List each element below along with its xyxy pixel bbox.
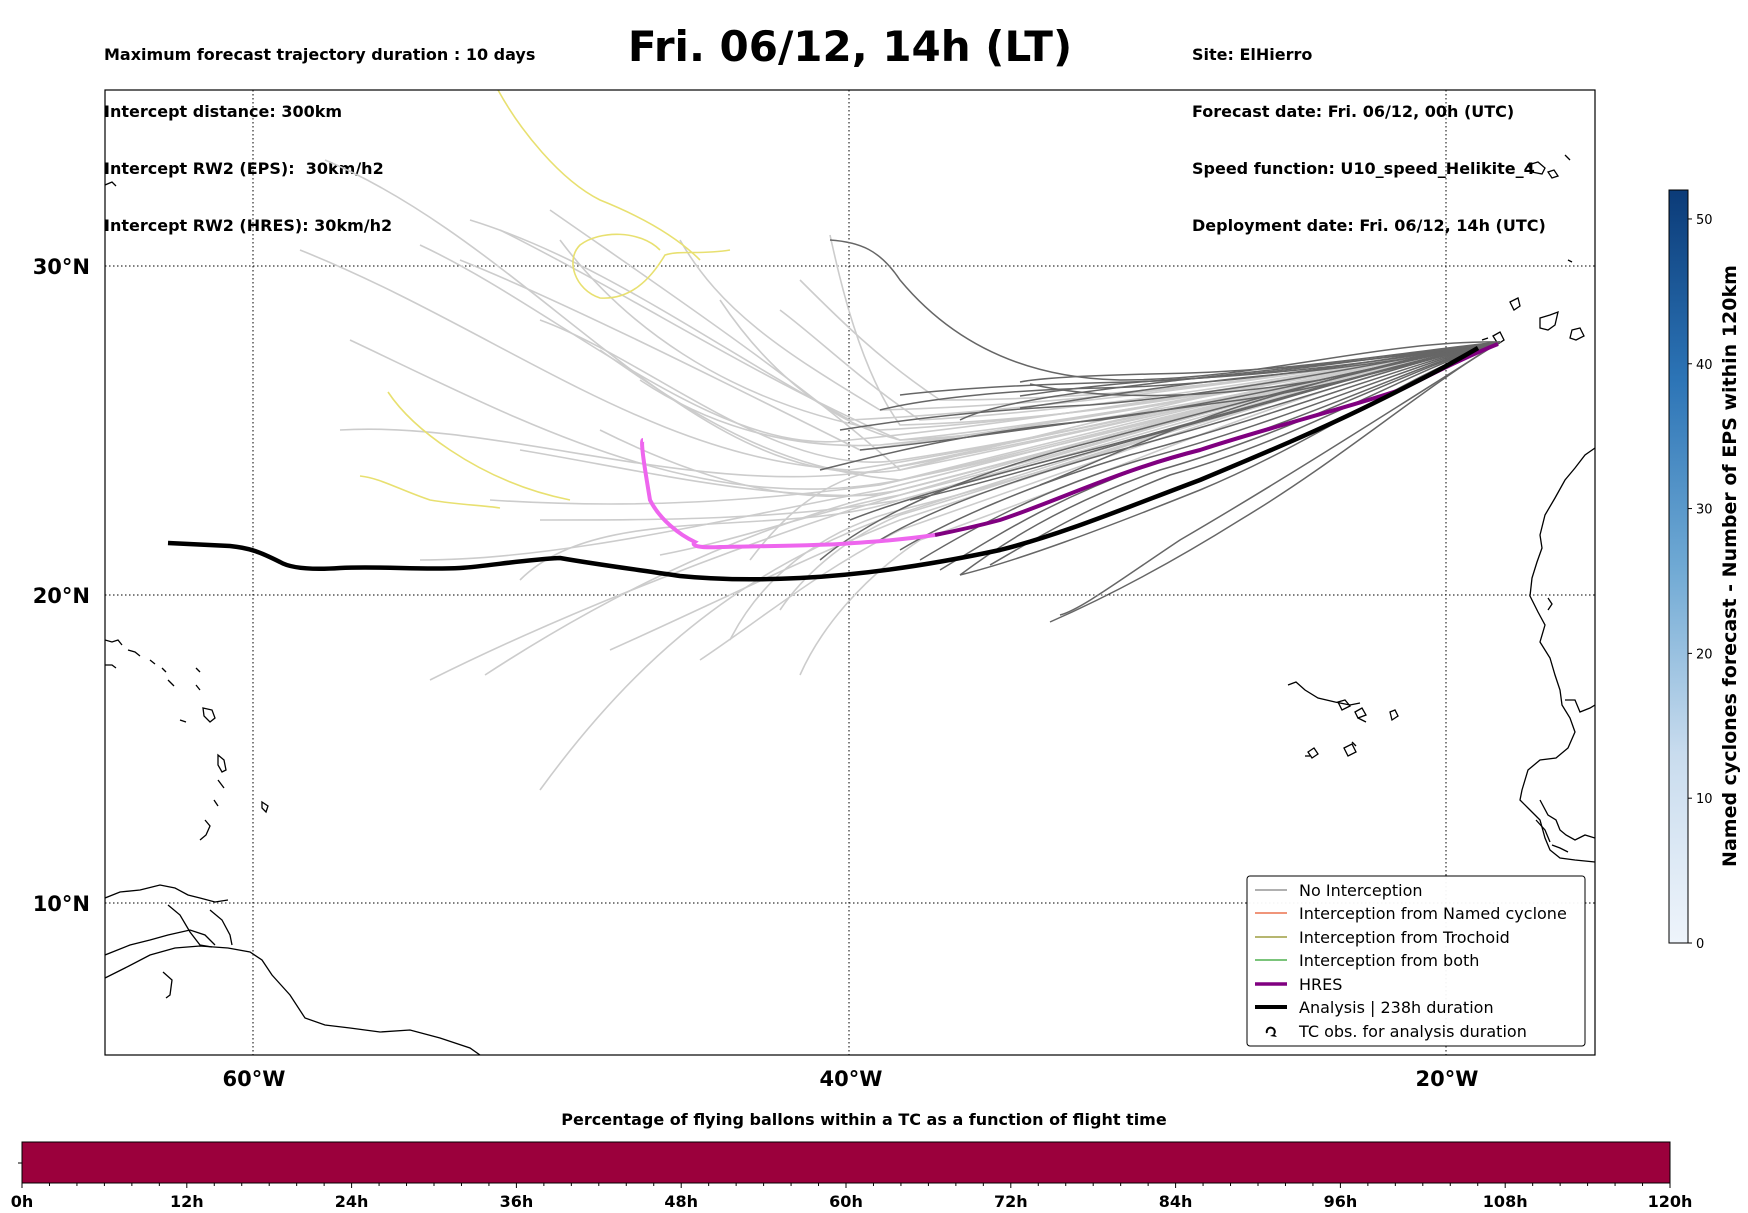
header-line-deployment-date: Deployment date: Fri. 06/12, 14h (UTC): [1192, 216, 1546, 235]
faded-forecast-tracks: [299, 159, 1501, 791]
legend-label: Interception from Named cyclone: [1299, 904, 1567, 923]
legend-box: [1246, 875, 1586, 1047]
header-info-left: Maximum forecast trajectory duration : 1…: [104, 7, 535, 254]
header-line-speed-function: Speed function: U10_speed_Helikite_4: [1192, 159, 1535, 178]
yellow-tracks: [359, 90, 731, 509]
legend-item-both: Interception from both: [1255, 951, 1479, 970]
lon-label-20w: 20°W: [1416, 1067, 1479, 1091]
colorbar: 0 10 20 30 40 50 Named cyclones forecast - Nu…: [1668, 189, 1741, 952]
legend-label: HRES: [1299, 975, 1342, 994]
header-line-distance: Intercept distance: 300km: [104, 102, 343, 121]
timeline-tick-label: 120h: [1648, 1192, 1693, 1211]
coastlines: [105, 154, 1595, 1055]
header-line-site: Site: ElHierro: [1192, 45, 1313, 64]
legend-item-tc-obs: TC obs. for analysis duration: [1265, 1022, 1527, 1041]
header-info-right: Site: ElHierro Forecast date: Fri. 06/12…: [1192, 7, 1546, 254]
colorbar-tick-label: 30: [1696, 503, 1713, 518]
legend-item-hres: HRES: [1255, 975, 1342, 994]
colorbar-gradient: [1668, 189, 1689, 944]
timeline-bar: [21, 1141, 1671, 1184]
colorbar-ticks: 0 10 20 30 40 50: [1688, 213, 1713, 952]
page-title: Fri. 06/12, 14h (LT): [627, 22, 1073, 71]
timeline-tick-label: 0h: [11, 1192, 34, 1211]
legend-label: TC obs. for analysis duration: [1298, 1022, 1527, 1041]
lat-label-20n: 20°N: [33, 584, 90, 608]
timeline-tick-label: 84h: [1159, 1192, 1193, 1211]
timeline-ticks: 0h 12h 24h 36h 48h 60h 72h 84h 96h 108h 120h: [11, 1183, 1693, 1211]
timeline-panel: Percentage of flying ballons within a TC…: [11, 1110, 1693, 1211]
map-panel[interactable]: 60°W 40°W 20°W 30°N 20°N 10°N No Interce…: [33, 89, 1596, 1091]
lon-label-40w: 40°W: [820, 1067, 883, 1091]
colorbar-title: Named cyclones forecast - Number of EPS …: [1719, 265, 1741, 867]
header-line-rw2-eps: Intercept RW2 (EPS): 30km/h2: [104, 159, 384, 178]
legend: No Interception Interception from Named …: [1246, 875, 1586, 1047]
legend-label: Analysis | 238h duration: [1299, 998, 1494, 1017]
analysis-track: [167, 346, 1480, 582]
header-line-rw2-hres: Intercept RW2 (HRES): 30km/h2: [104, 216, 393, 235]
timeline-tick-label: 72h: [994, 1192, 1028, 1211]
header-line-forecast-date: Forecast date: Fri. 06/12, 00h (UTC): [1192, 102, 1515, 121]
legend-label: No Interception: [1299, 881, 1423, 900]
header-line-duration: Maximum forecast trajectory duration : 1…: [104, 45, 536, 64]
colorbar-tick-label: 10: [1696, 792, 1713, 807]
timeline-tick-label: 36h: [500, 1192, 534, 1211]
legend-item-named-cyclone: Interception from Named cyclone: [1255, 904, 1567, 923]
timeline-tick-label: 12h: [170, 1192, 204, 1211]
colorbar-tick-label: 0: [1696, 937, 1704, 952]
colorbar-tick-label: 20: [1696, 647, 1713, 662]
hres-track-light: [640, 438, 936, 550]
map-frame: [104, 89, 1596, 1056]
timeline-tick-label: 24h: [335, 1192, 369, 1211]
legend-label: Interception from Trochoid: [1299, 928, 1510, 947]
colorbar-tick-label: 40: [1696, 358, 1713, 373]
cyclone-icon: [1265, 1026, 1277, 1037]
no-interception-tracks: [819, 239, 1501, 623]
lon-label-60w: 60°W: [223, 1067, 286, 1091]
colorbar-tick-label: 50: [1696, 213, 1713, 228]
timeline-tick-label: 108h: [1483, 1192, 1528, 1211]
timeline-title: Percentage of flying ballons within a TC…: [561, 1110, 1167, 1129]
timeline-tick-label: 96h: [1324, 1192, 1358, 1211]
legend-item-no-interception: No Interception: [1255, 881, 1423, 900]
lat-label-10n: 10°N: [33, 892, 90, 916]
legend-item-trochoid: Interception from Trochoid: [1255, 928, 1510, 947]
lat-label-30n: 30°N: [33, 255, 90, 279]
legend-label: Interception from both: [1299, 951, 1479, 970]
legend-item-analysis: Analysis | 238h duration: [1255, 998, 1494, 1017]
timeline-tick-label: 48h: [664, 1192, 698, 1211]
timeline-tick-label: 60h: [829, 1192, 863, 1211]
